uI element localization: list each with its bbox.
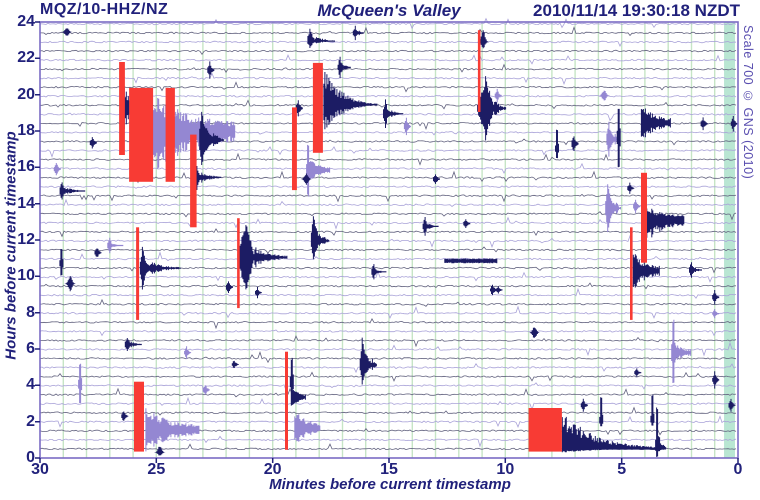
trace-baseline (39, 329, 737, 337)
trace-baseline (39, 435, 737, 448)
trace-baseline (39, 318, 737, 330)
clipped-event-marker (630, 227, 633, 320)
trace-baseline (39, 162, 737, 174)
trace-baseline (39, 371, 737, 382)
x-tick-label: 0 (733, 461, 743, 478)
trace-baseline (39, 94, 737, 98)
clipped-event-marker (190, 134, 197, 228)
y-tick-label: 24 (17, 13, 35, 30)
plot-title: McQueen's Valley (317, 1, 461, 20)
clipped-event-marker (528, 408, 562, 452)
trace-baseline (39, 406, 737, 416)
station-code: MQZ/10-HHZ/NZ (40, 1, 169, 18)
timestamp: 2010/11/14 19:30:18 NZDT (533, 1, 740, 20)
trace-baseline (39, 363, 737, 374)
clipped-event-marker (237, 218, 240, 309)
y-tick-label: 6 (26, 340, 35, 357)
y-tick-label: 8 (26, 303, 35, 321)
trace-baseline (39, 305, 737, 319)
x-axis-title: Minutes before current timestamp (269, 476, 511, 493)
trace-baseline (40, 246, 737, 254)
axis-tick-marks (35, 21, 739, 463)
trace-baseline (40, 26, 737, 37)
trace-baseline (39, 270, 737, 283)
trace-baseline (39, 234, 737, 249)
trace-baseline (40, 335, 737, 348)
x-tick-label: 10 (496, 461, 515, 478)
clipped-event-marker (129, 87, 154, 182)
trace-baseline (39, 396, 737, 411)
trace-baseline (39, 185, 737, 189)
trace-baseline (39, 228, 737, 238)
trace-baseline (39, 351, 737, 364)
y-tick-label: 14 (17, 194, 35, 212)
y-tick-label: 18 (17, 122, 35, 139)
clipped-event-marker (312, 62, 323, 153)
x-tick-label: 25 (147, 461, 166, 478)
trace-baseline (39, 49, 737, 56)
trace-baseline (39, 216, 737, 230)
clipped-event-marker (136, 227, 140, 320)
y-tick-label: 2 (26, 412, 35, 430)
x-tick-label: 20 (263, 461, 282, 478)
trace-baseline (39, 282, 737, 290)
y-tick-label: 4 (26, 376, 35, 394)
y-tick-label: 20 (17, 85, 35, 103)
clipped-event-marker (165, 87, 175, 182)
y-tick-label: 22 (17, 49, 35, 67)
trace-baseline (39, 251, 737, 262)
trace-baseline (39, 415, 737, 428)
trace-baseline (39, 211, 737, 221)
trace-baseline (39, 341, 737, 357)
y-tick-label: 12 (17, 231, 35, 248)
clipped-event-marker (119, 62, 125, 155)
trace-baseline (39, 198, 737, 208)
trace-baseline (39, 298, 737, 307)
y-tick-label: 0 (26, 449, 35, 466)
clipped-event-marker (477, 30, 481, 113)
clipped-event-marker (285, 351, 288, 450)
trace-baseline (40, 99, 737, 110)
x-tick-label: 5 (617, 461, 627, 478)
trace-baseline (39, 54, 737, 65)
x-tick-label: 15 (380, 461, 398, 478)
y-tick-label: 10 (17, 267, 35, 285)
trace-baseline (39, 81, 737, 93)
trace-baseline (39, 382, 737, 393)
trace-baseline (39, 387, 737, 398)
trace-baseline (39, 72, 737, 86)
trace-baseline (39, 39, 737, 48)
trace-baseline (39, 63, 737, 73)
trace-baseline (39, 428, 737, 436)
clipped-event-marker (292, 107, 297, 191)
y-tick-label: 16 (17, 158, 35, 176)
x-tick-label: 30 (31, 461, 49, 478)
clipped-event-marker (134, 381, 144, 452)
trace-baseline (39, 170, 737, 184)
scale-copyright-note: Scale 700 © GNS (2010) (741, 25, 755, 180)
trace-baseline (39, 152, 737, 166)
trace-baseline (39, 193, 737, 203)
trace-baseline (40, 17, 737, 30)
trace-baseline (39, 287, 737, 299)
clipped-event-marker (641, 172, 647, 263)
